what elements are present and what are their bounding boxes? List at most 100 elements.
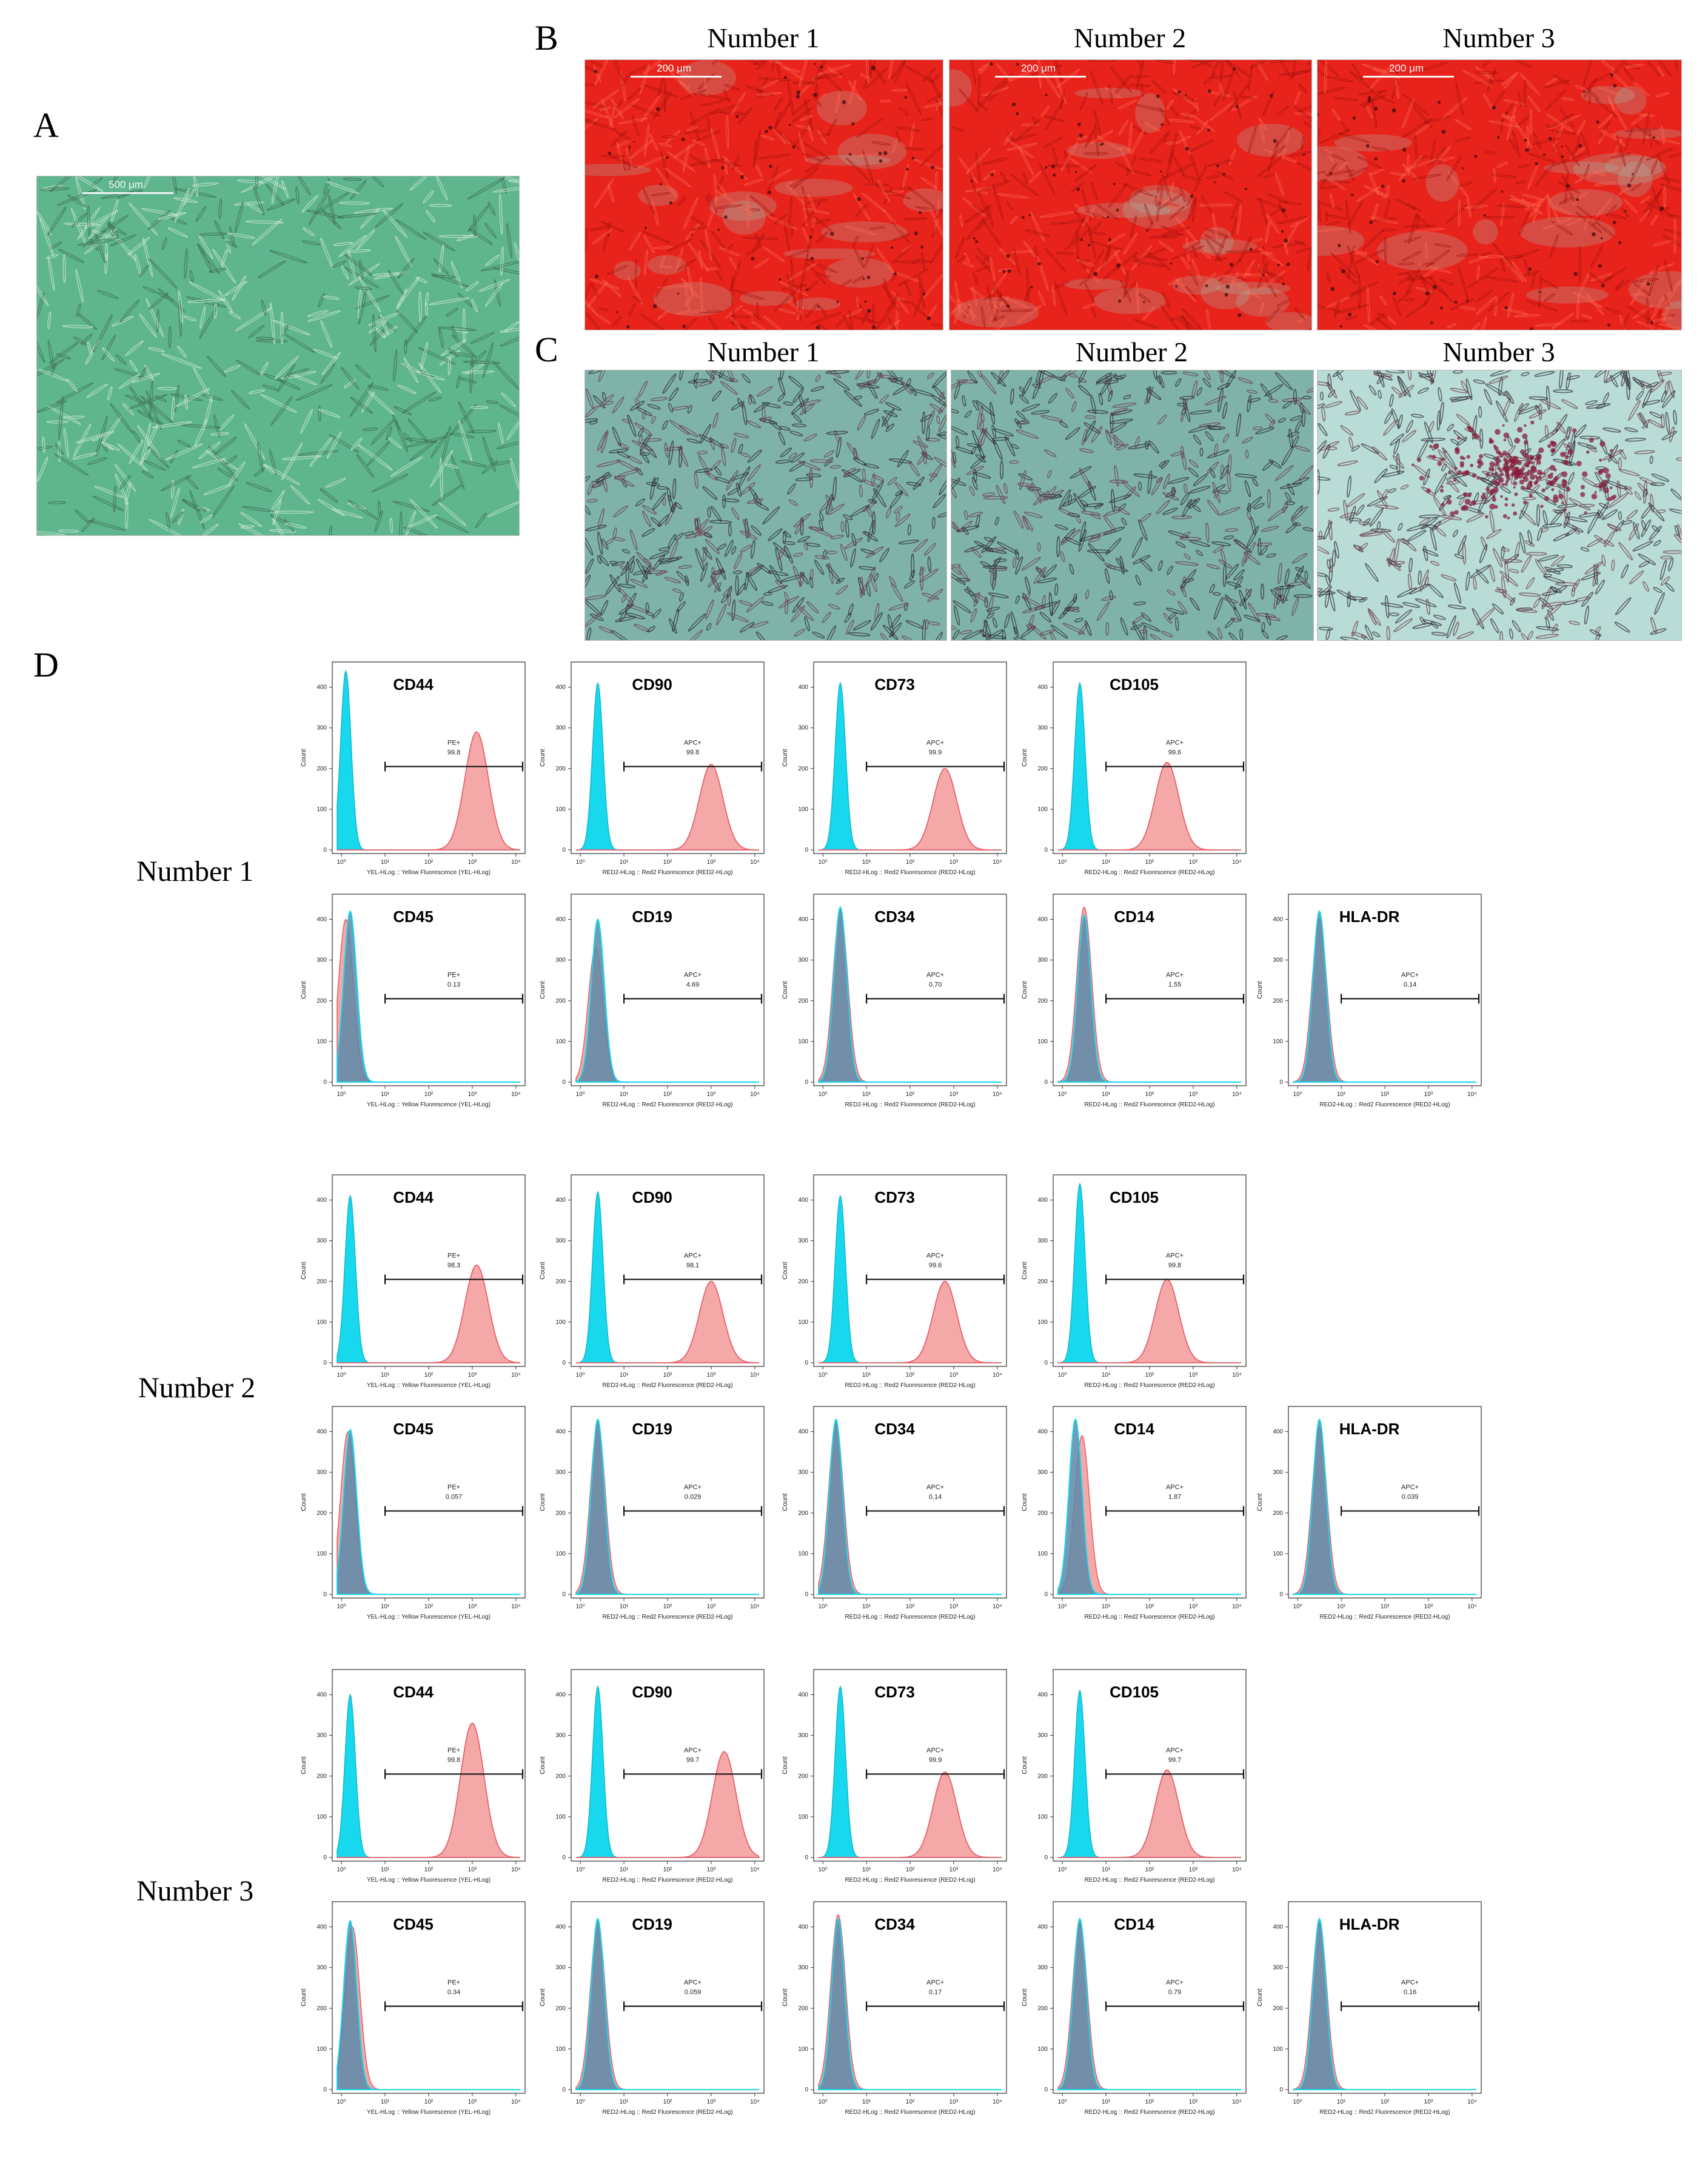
- gate-value: 0.14: [1404, 981, 1416, 988]
- gate-label: APC+: [926, 739, 944, 746]
- histogram-number-2-cd34: 0 100 200 300 400 Count 10⁰ 10¹ 10² 10³ 10⁴ RED2-HL…: [782, 1406, 1007, 1620]
- y-tick-label: 200: [1037, 1279, 1048, 1285]
- y-axis-label: Count: [300, 1262, 307, 1279]
- y-tick-label: 200: [1037, 998, 1048, 1005]
- x-tick-label: 10³: [1424, 1603, 1433, 1610]
- y-tick-label: 400: [1273, 917, 1283, 923]
- marker-title: CD44: [393, 1683, 434, 1701]
- histogram-number-2-cd14: 0 100 200 300 400 Count 10⁰ 10¹ 10² 10³ 10⁴ RED2-HL…: [1021, 1406, 1247, 1620]
- y-tick-label: 400: [555, 1692, 566, 1699]
- y-tick-label: 100: [316, 2046, 327, 2053]
- y-tick-label: 300: [798, 1733, 808, 1739]
- x-tick-label: 10⁴: [1232, 1603, 1241, 1610]
- gate-value: 4.69: [686, 981, 699, 988]
- x-tick-label: 10¹: [381, 1867, 390, 1873]
- y-tick-label: 0: [1044, 1360, 1048, 1366]
- x-tick-label: 10¹: [1102, 1372, 1111, 1379]
- x-tick-label: 10⁰: [337, 1603, 346, 1610]
- x-tick-label: 10¹: [381, 2099, 390, 2105]
- stained-histogram: [1058, 1769, 1241, 1858]
- x-tick-label: 10²: [1381, 1091, 1390, 1098]
- y-tick-label: 300: [1273, 1965, 1283, 1971]
- isotype-control-histogram: [575, 1418, 759, 1595]
- isotype-control-histogram: [818, 1918, 1002, 2090]
- y-tick-label: 300: [555, 1733, 566, 1739]
- gate-value: 99.6: [1168, 749, 1181, 756]
- x-tick-label: 10⁴: [1467, 1091, 1476, 1098]
- gate-label: PE+: [447, 1252, 460, 1259]
- marker-title: CD19: [632, 1420, 672, 1438]
- histogram-number-3-cd45: 0 100 200 300 400 Count 10⁰ 10¹ 10² 10³ 10⁴ YEL-HLo…: [300, 1901, 526, 2116]
- y-tick-label: 300: [555, 725, 566, 732]
- stained-histogram: [576, 1751, 760, 1858]
- histogram-number-2-cd90: 0 100 200 300 400 Count 10⁰ 10¹ 10² 10³ 10⁴ RED2-HL…: [539, 1174, 765, 1389]
- y-tick-label: 100: [798, 1814, 808, 1820]
- x-tick-label: 10²: [424, 2099, 434, 2105]
- y-tick-label: 200: [316, 998, 327, 1005]
- x-tick-label: 10⁰: [337, 1372, 346, 1379]
- y-tick-label: 0: [1044, 1854, 1048, 1861]
- x-tick-label: 10³: [468, 1091, 477, 1098]
- y-tick-label: 0: [1279, 1591, 1283, 1598]
- scale-bar: [631, 76, 722, 78]
- gate-value: 0.029: [685, 1493, 702, 1500]
- stained-histogram: [819, 1771, 1002, 1858]
- scale-bar: [82, 192, 173, 194]
- histogram-number-1-cd105: 0 100 200 300 400 Count 10⁰ 10¹ 10² 10³ 10⁴ RED2-HL…: [1021, 661, 1247, 876]
- x-tick-label: 10⁰: [819, 1091, 828, 1098]
- x-tick-label: 10¹: [620, 1091, 629, 1098]
- y-tick-label: 400: [1037, 1197, 1048, 1204]
- y-tick-label: 200: [316, 1773, 327, 1780]
- x-tick-label: 10⁴: [750, 1867, 759, 1873]
- gate-label: APC+: [684, 1483, 702, 1491]
- gate-value: 0.039: [1402, 1493, 1419, 1500]
- gate-label: APC+: [684, 739, 702, 746]
- y-axis-label: Count: [782, 1756, 789, 1774]
- y-tick-label: 200: [1273, 1510, 1283, 1517]
- y-tick-label: 100: [1037, 806, 1048, 813]
- stain-texture: [585, 370, 946, 640]
- y-tick-label: 200: [555, 1773, 566, 1780]
- gate-label: APC+: [926, 1483, 944, 1491]
- isotype-control-histogram: [818, 1418, 1002, 1595]
- marker-title: HLA-DR: [1339, 908, 1400, 926]
- gate-label: APC+: [1401, 971, 1419, 978]
- histogram-number-2-cd105: 0 100 200 300 400 Count 10⁰ 10¹ 10² 10³ 10⁴ RED2-HL…: [1021, 1174, 1247, 1389]
- x-tick-label: 10³: [1189, 1372, 1198, 1379]
- y-axis-label: Count: [539, 1493, 546, 1511]
- x-axis-label: RED2-HLog :: Red2 Fluorescence (RED2-HLo…: [602, 1102, 732, 1108]
- marker-title: CD19: [632, 908, 672, 926]
- x-tick-label: 10⁴: [1232, 1372, 1241, 1379]
- x-tick-label: 10³: [949, 1603, 959, 1610]
- marker-title: CD14: [1114, 1915, 1154, 1933]
- y-axis-label: Count: [782, 1988, 789, 2006]
- x-tick-label: 10⁰: [1058, 1372, 1067, 1379]
- x-tick-label: 10¹: [620, 1372, 629, 1379]
- row-label-number-3: Number 3: [136, 1875, 254, 1907]
- stained-histogram: [819, 1280, 1002, 1363]
- x-tick-label: 10⁰: [337, 2099, 346, 2105]
- x-axis-label: YEL-HLog :: Yellow Fluorescence (YEL-HLo…: [367, 1382, 491, 1389]
- y-tick-label: 400: [1273, 1429, 1283, 1436]
- x-tick-label: 10³: [707, 1372, 716, 1379]
- x-tick-label: 10²: [1145, 1867, 1154, 1873]
- y-axis-label: Count: [539, 1262, 546, 1279]
- isotype-control-histogram: [337, 1919, 520, 2090]
- y-tick-label: 200: [555, 1279, 566, 1285]
- y-tick-label: 100: [1273, 1038, 1283, 1045]
- x-tick-label: 10⁴: [750, 1091, 759, 1098]
- y-tick-label: 0: [562, 1591, 566, 1598]
- x-tick-label: 10⁴: [750, 2099, 759, 2105]
- y-tick-label: 0: [1044, 847, 1048, 854]
- histogram-number-3-cd14: 0 100 200 300 400 Count 10⁰ 10¹ 10² 10³ 10⁴ RED2-HL…: [1021, 1901, 1247, 2116]
- y-tick-label: 400: [316, 1692, 327, 1699]
- histogram-number-1-cd44: 0 100 200 300 400 Count 10⁰ 10¹ 10² 10³ 10⁴ YEL-HLo…: [300, 661, 526, 876]
- x-tick-label: 10²: [1145, 2099, 1154, 2105]
- marker-title: CD45: [393, 1915, 433, 1933]
- x-tick-label: 10²: [424, 1603, 434, 1610]
- marker-title: CD14: [1114, 908, 1154, 926]
- gate-value: 0.70: [929, 981, 942, 988]
- scale-bar: [1363, 76, 1454, 78]
- y-axis-label: Count: [1021, 1493, 1028, 1511]
- y-tick-label: 200: [1037, 1510, 1048, 1517]
